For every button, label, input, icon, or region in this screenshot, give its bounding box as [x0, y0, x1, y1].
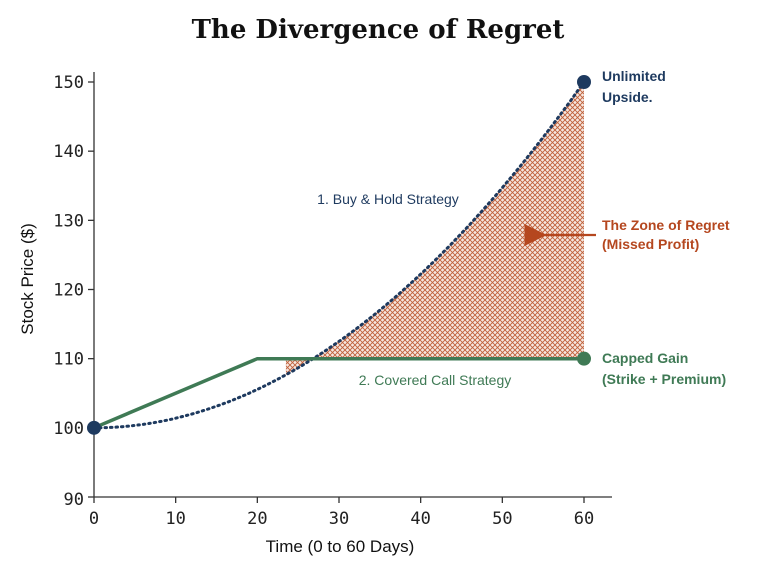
data-point	[577, 351, 591, 366]
x-tick-label: 60	[574, 509, 594, 529]
y-tick-label: 120	[53, 281, 84, 301]
y-tick-label: 150	[53, 73, 84, 93]
annotation-unlimited-upside: Unlimited	[602, 68, 666, 84]
y-tick-label: 100	[53, 419, 84, 439]
data-point	[87, 420, 101, 435]
series-covered-call-line	[93, 356, 584, 430]
x-tick-label: 0	[89, 509, 99, 529]
x-tick-label: 10	[165, 509, 185, 529]
x-tick-label: 40	[410, 509, 430, 529]
x-tick-label: 50	[492, 509, 512, 529]
series-label-covered-call: 2. Covered Call Strategy	[359, 372, 512, 388]
annotation-zone-of-regret: (Missed Profit)	[602, 236, 699, 252]
annotation-capped-gain: Capped Gain	[602, 350, 688, 366]
x-axis-label: Time (0 to 60 Days)	[266, 537, 415, 556]
y-tick-label: 110	[53, 350, 84, 370]
chart-title: The Divergence of Regret	[192, 15, 565, 45]
y-tick-label: 90	[64, 490, 84, 510]
annotation-zone-of-regret: The Zone of Regret	[602, 217, 730, 233]
y-tick-label: 140	[53, 142, 84, 162]
regret-zone-shading	[285, 82, 584, 375]
series-label-buy-hold: 1. Buy & Hold Strategy	[317, 191, 459, 207]
x-tick-label: 30	[329, 509, 349, 529]
data-point	[577, 75, 591, 89]
annotation-capped-gain: (Strike + Premium)	[602, 371, 726, 387]
y-tick-label: 130	[53, 211, 84, 231]
series-buy-hold-line	[92, 80, 586, 430]
y-axis-label: Stock Price ($)	[18, 223, 37, 334]
annotation-unlimited-upside: Upside.	[602, 89, 653, 105]
x-tick-label: 20	[247, 509, 267, 529]
